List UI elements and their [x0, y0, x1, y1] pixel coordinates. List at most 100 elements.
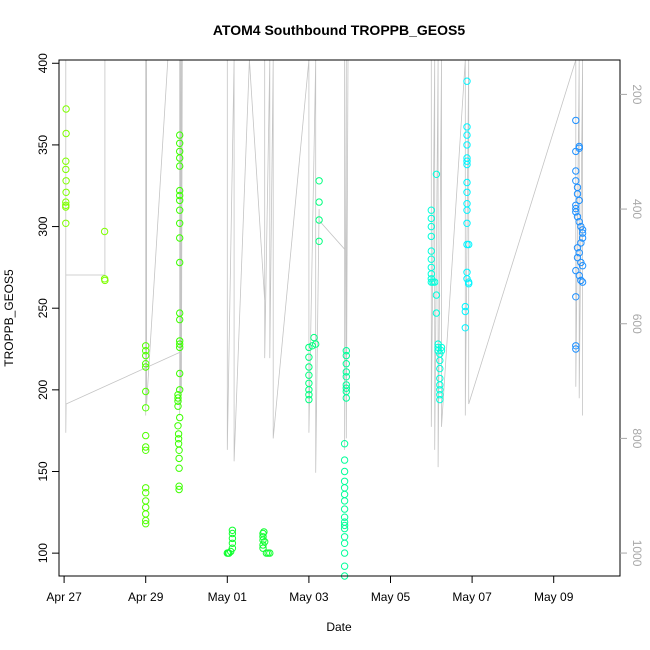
data-point	[259, 529, 267, 538]
data-point	[305, 391, 313, 399]
data-point	[572, 266, 580, 275]
data-point	[572, 345, 580, 353]
data-point	[578, 229, 587, 237]
x-tick-label: May 05	[371, 590, 411, 604]
data-point	[572, 167, 580, 175]
data-point	[463, 160, 471, 169]
y-tick-label: 200	[36, 380, 50, 400]
data-point	[142, 497, 150, 505]
data-point	[228, 529, 237, 538]
data-point	[342, 373, 350, 381]
data-point	[176, 234, 184, 242]
data-point	[142, 489, 150, 497]
x-tick-label: May 07	[452, 590, 492, 604]
data-point	[315, 216, 323, 224]
data-point	[259, 544, 267, 552]
data-point	[174, 394, 182, 402]
data-point	[174, 435, 183, 443]
data-point	[176, 219, 184, 228]
data-point	[575, 144, 583, 152]
data-point	[572, 177, 580, 185]
data-point	[463, 178, 471, 187]
data-point	[305, 371, 313, 379]
data-point	[340, 539, 349, 547]
data-point	[340, 521, 349, 530]
data-point	[572, 342, 580, 350]
data-point	[142, 360, 150, 368]
data-point	[142, 404, 150, 412]
data-point	[264, 549, 272, 557]
data-point	[100, 227, 109, 236]
data-point	[437, 347, 446, 355]
data-point	[62, 105, 70, 113]
data-point	[342, 360, 350, 368]
data-point	[340, 497, 349, 505]
data-point	[174, 397, 182, 405]
data-point	[463, 206, 471, 214]
data-point	[436, 364, 444, 373]
data-point	[176, 196, 184, 205]
data-point	[463, 219, 471, 228]
data-point	[573, 190, 582, 198]
data-point	[310, 333, 318, 342]
data-point	[578, 262, 587, 270]
data-point	[427, 206, 435, 214]
data-point	[228, 539, 237, 547]
y2-tick-label: 400	[630, 199, 644, 219]
data-point	[575, 196, 583, 205]
data-point	[432, 291, 441, 299]
data-point	[432, 170, 441, 179]
data-point	[463, 188, 471, 197]
data-point	[572, 204, 580, 213]
data-point	[174, 440, 183, 448]
data-point	[436, 356, 444, 365]
x-tick-label: May 01	[208, 590, 248, 604]
data-point	[176, 186, 184, 195]
data-point	[432, 309, 441, 317]
data-point	[101, 276, 109, 285]
data-point	[142, 503, 150, 512]
data-point	[463, 141, 471, 149]
data-point	[340, 533, 349, 541]
data-point	[174, 422, 182, 430]
data-point	[142, 363, 150, 371]
data-point	[142, 520, 150, 528]
data-point	[312, 340, 320, 348]
data-point	[578, 278, 587, 286]
data-point	[176, 369, 184, 378]
data-point	[463, 157, 471, 165]
data-point	[577, 239, 585, 247]
y-tick-label: 300	[36, 216, 50, 236]
data-point	[427, 232, 435, 241]
data-points-layer	[62, 77, 587, 580]
data-point	[176, 315, 184, 324]
y-tick-label: 400	[36, 53, 50, 73]
data-point	[436, 374, 444, 383]
data-point	[142, 446, 150, 454]
data-point	[436, 395, 444, 404]
x-tick-label: May 03	[289, 590, 329, 604]
secondary-y-axis: 200 400 600 800 1000	[620, 84, 644, 567]
x-tick-label: Apr 29	[128, 590, 164, 604]
data-point	[176, 162, 184, 170]
data-point	[342, 347, 350, 355]
data-point	[575, 271, 583, 280]
data-point	[436, 391, 444, 399]
data-point	[340, 490, 349, 499]
data-point	[573, 244, 582, 252]
data-point	[62, 188, 70, 197]
data-point	[461, 307, 469, 316]
data-point	[228, 544, 237, 552]
data-point	[340, 562, 349, 570]
data-point	[436, 386, 444, 394]
data-point	[465, 280, 473, 288]
data-point	[340, 456, 349, 464]
pressure-trace-layer	[65, 59, 583, 473]
data-point	[308, 342, 316, 350]
data-point	[340, 524, 349, 533]
data-point	[142, 342, 150, 350]
data-point	[174, 402, 182, 410]
data-point	[62, 129, 70, 138]
data-point	[176, 206, 184, 214]
